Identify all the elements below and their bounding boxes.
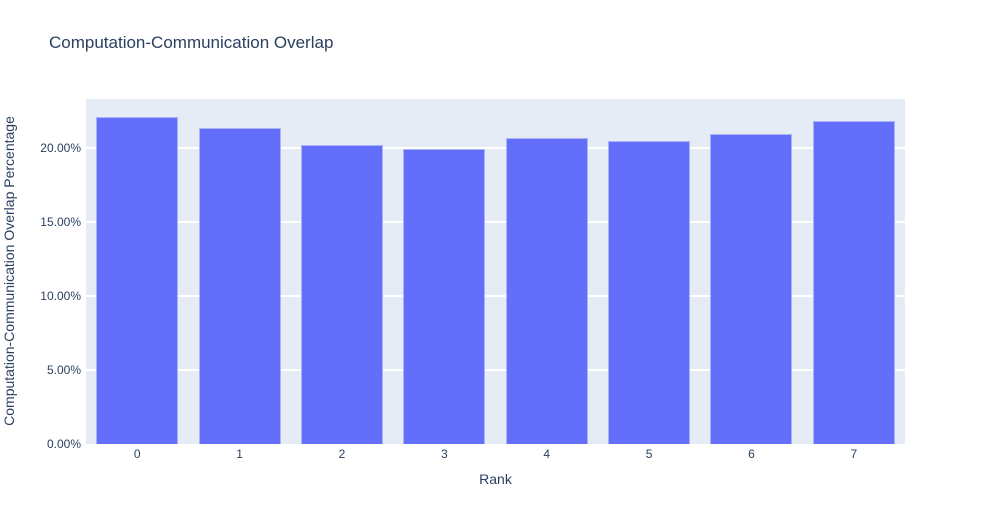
bar-rank-5[interactable]	[608, 140, 691, 444]
gridline	[86, 294, 905, 297]
x-tick-label: 6	[748, 447, 755, 461]
bar-rank-6[interactable]	[710, 133, 793, 444]
bar-rank-0[interactable]	[96, 117, 179, 444]
bar-rank-2[interactable]	[300, 145, 383, 444]
bar-rank-1[interactable]	[198, 128, 281, 444]
plot-area[interactable]	[86, 99, 905, 444]
gridline	[86, 368, 905, 371]
bar-rank-7[interactable]	[812, 121, 895, 444]
x-tick-label: 7	[850, 447, 858, 461]
y-axis-title: Computation-Communication Overlap Percen…	[1, 116, 17, 426]
chart-title: Computation-Communication Overlap	[49, 33, 334, 52]
gridline	[86, 146, 905, 149]
y-tick-label: 5.00%	[46, 362, 81, 377]
x-tick-label: 1	[236, 447, 243, 461]
bar-rank-3[interactable]	[403, 149, 486, 444]
x-tick-label: 3	[440, 447, 448, 461]
y-tick-label: 10.00%	[40, 288, 81, 303]
x-axis-title: Rank	[479, 471, 512, 487]
x-tick-label: 0	[133, 447, 141, 461]
x-tick-label: 2	[338, 447, 346, 461]
x-tick-label: 5	[645, 447, 653, 461]
x-tick-label: 4	[543, 447, 551, 461]
y-tick-label: 15.00%	[40, 214, 81, 229]
y-tick-label: 20.00%	[40, 140, 81, 155]
gridline	[86, 220, 905, 223]
bar-rank-4[interactable]	[505, 137, 588, 444]
y-tick-label: 0.00%	[46, 437, 81, 451]
